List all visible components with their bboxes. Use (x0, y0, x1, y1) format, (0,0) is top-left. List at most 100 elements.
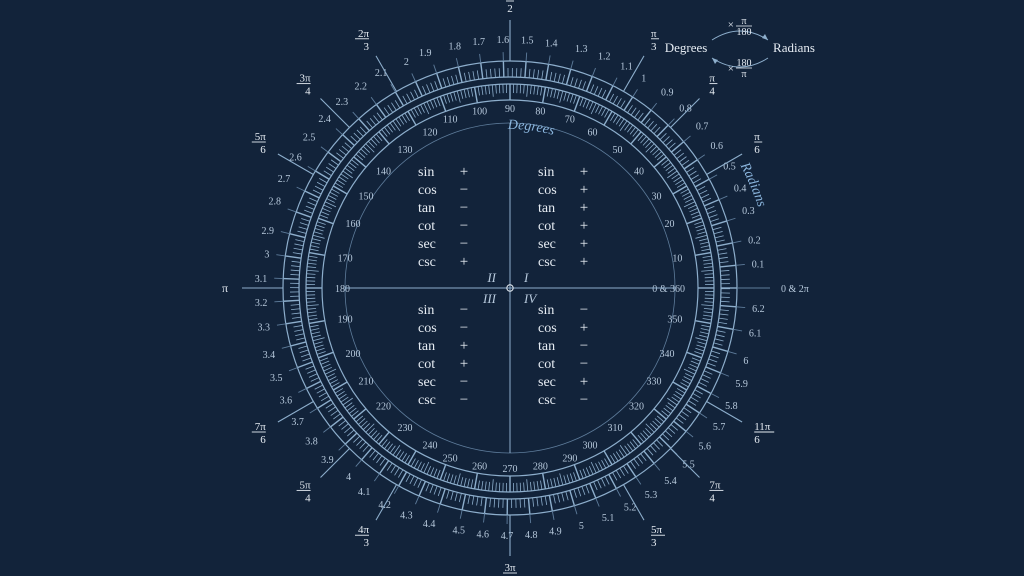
radian-label: 5.5 (682, 459, 695, 470)
degree-label: 130 (398, 145, 413, 156)
svg-text:3: 3 (364, 41, 370, 53)
quadrant-II-label: II (486, 270, 496, 285)
trig-sign: − (460, 302, 468, 318)
svg-text:5π: 5π (255, 131, 267, 143)
radian-zero-label: 0 & 2π (781, 284, 809, 295)
trig-sign: − (580, 356, 588, 372)
trig-fn-label: cot (418, 357, 435, 372)
trig-fn-label: sec (418, 237, 436, 252)
radian-label: 0.7 (696, 121, 709, 132)
trig-sign: − (460, 200, 468, 216)
radian-label: 1.3 (575, 44, 588, 55)
trig-fn-label: sec (538, 375, 556, 390)
degree-label: 30 (652, 192, 662, 203)
conversion-degrees-word: Degrees (665, 40, 708, 55)
radian-label: 4.4 (423, 519, 436, 530)
degree-label: 90 (505, 104, 515, 115)
trig-fn-label: cos (538, 183, 557, 198)
svg-text:2π: 2π (358, 28, 370, 40)
radian-label: 1.6 (497, 35, 510, 46)
radian-label: 6.1 (749, 328, 762, 339)
degree-label: 300 (583, 441, 598, 452)
trig-fn-label: tan (538, 201, 555, 216)
radian-label: 2.1 (375, 68, 388, 79)
quadrant-III-label: III (482, 291, 497, 306)
degree-label: 70 (565, 115, 575, 126)
trig-fn-label: sec (418, 375, 436, 390)
radian-label: 5 (579, 521, 584, 532)
radian-label: 4.7 (501, 531, 514, 542)
radian-label: 2.2 (354, 82, 367, 93)
trig-fn-label: csc (538, 255, 556, 270)
svg-text:π: π (709, 73, 715, 85)
radian-label: 2.5 (303, 133, 316, 144)
svg-text:6: 6 (754, 434, 760, 446)
svg-text:π: π (651, 28, 657, 40)
degree-label: 240 (423, 441, 438, 452)
degree-label: 340 (659, 349, 674, 360)
trig-sign: − (460, 236, 468, 252)
radian-label: 3.4 (263, 350, 276, 361)
svg-text:7π: 7π (709, 479, 721, 491)
trig-fn-label: sin (538, 165, 554, 180)
radian-label: 1.9 (419, 48, 432, 59)
trig-sign: − (460, 392, 468, 408)
trig-sign: + (580, 164, 588, 180)
trig-sign: − (580, 392, 588, 408)
svg-text:3π: 3π (300, 73, 312, 85)
svg-text:π: π (754, 131, 760, 143)
degree-label: 260 (472, 461, 487, 472)
trig-sign: + (460, 164, 468, 180)
trig-fn-label: csc (418, 255, 436, 270)
trig-fn-label: cot (418, 219, 435, 234)
radian-label: 3.9 (321, 455, 334, 466)
svg-text:4: 4 (305, 492, 311, 504)
svg-text:5π: 5π (651, 524, 663, 536)
trig-sign: + (580, 236, 588, 252)
trig-fn-label: sin (418, 165, 434, 180)
radian-label: 4.3 (400, 511, 413, 522)
degree-label: 310 (607, 423, 622, 434)
radian-label: 1.7 (472, 37, 485, 48)
degree-label: 230 (398, 423, 413, 434)
trig-fn-label: tan (418, 201, 435, 216)
trig-sign: − (460, 374, 468, 390)
times-icon: × (728, 63, 734, 75)
svg-text:6: 6 (260, 434, 266, 446)
quadrant-I-label: I (523, 270, 529, 285)
trig-sign: + (580, 374, 588, 390)
radian-label: 3 (264, 250, 269, 261)
radian-label: 4.1 (358, 487, 371, 498)
degree-label: 350 (667, 314, 682, 325)
svg-text:4π: 4π (358, 524, 370, 536)
radian-label: 5.1 (602, 513, 615, 524)
radian-label: 1 (641, 74, 646, 85)
pi-fraction-label: 3π2 (503, 562, 517, 576)
trig-sign: + (580, 200, 588, 216)
radian-label: 0.3 (742, 206, 755, 217)
degree-label: 200 (346, 349, 361, 360)
radian-label: 2.7 (278, 174, 291, 185)
trig-sign: + (580, 254, 588, 270)
trig-fn-label: cos (418, 321, 437, 336)
degree-label: 330 (647, 377, 662, 388)
radian-label: 3.2 (255, 298, 268, 309)
radian-label: 4 (346, 472, 351, 483)
radian-label: 2.8 (269, 197, 282, 208)
radian-label: 0.1 (752, 260, 765, 271)
degree-label: 40 (634, 167, 644, 178)
trig-fn-label: cos (538, 321, 557, 336)
radian-label: 1.5 (521, 36, 534, 47)
trig-sign: − (460, 320, 468, 336)
degree-label: 50 (612, 145, 622, 156)
trig-fn-label: cot (538, 219, 555, 234)
pi-label-180: π (222, 281, 228, 295)
radian-label: 3.3 (258, 322, 271, 333)
degree-label: 0 & 360 (652, 284, 685, 295)
svg-text:π: π (741, 69, 746, 80)
svg-text:3: 3 (364, 537, 370, 549)
trig-sign: + (580, 320, 588, 336)
radian-label: 0.4 (734, 183, 747, 194)
trig-fn-label: sin (538, 303, 554, 318)
radian-label: 5.3 (645, 490, 658, 501)
